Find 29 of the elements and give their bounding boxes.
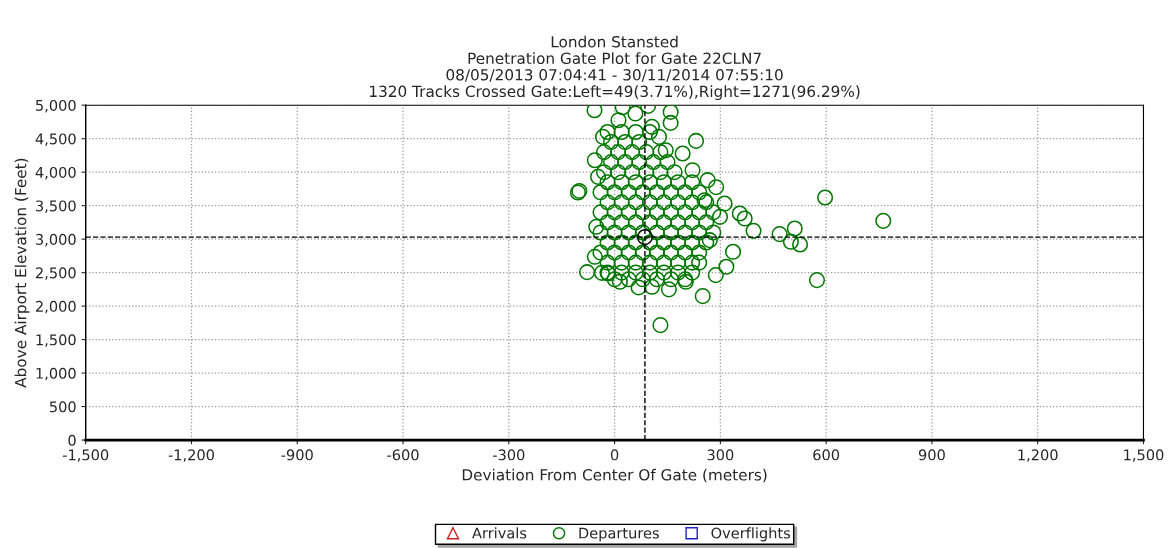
- x-tick-label: 1,200: [1018, 449, 1058, 462]
- chart-title: London Stansted: [551, 35, 678, 48]
- x-tick-label: 0: [610, 449, 619, 461]
- x-tick-label: 300: [707, 449, 734, 461]
- x-tick-label: 900: [918, 449, 945, 461]
- x-tick-label: 1,500: [1124, 449, 1164, 462]
- legend-label: Arrivals: [472, 527, 527, 539]
- y-tick-label: 4,500: [35, 133, 76, 146]
- y-tick-label: 5,000: [36, 99, 76, 113]
- x-tick-label: -900: [281, 449, 313, 461]
- x-tick-label: 600: [813, 449, 840, 461]
- y-tick-label: 3,000: [36, 233, 76, 247]
- x-tick-label: -600: [387, 449, 419, 461]
- x-tick-label: -300: [492, 449, 525, 461]
- y-tick-label: 1,500: [36, 334, 76, 347]
- y-tick-label: 2,000: [35, 300, 76, 314]
- y-axis-title: Above Airport Elevation (Feet): [14, 158, 30, 388]
- chart-subtitle: Penetration Gate Plot for Gate 22CLN7 08/05/2013 07:04:41 - 30/11/2014 07:55:10 1320 Tracks Crossed Gate:Left=49(3.71%),Right=1271(96.29%): [370, 52, 860, 101]
- y-tick-label: 1,000: [36, 367, 76, 381]
- y-tick-label: 4,000: [35, 166, 76, 180]
- legend-label: Departures: [579, 527, 659, 542]
- legend-label: Overflights: [711, 527, 791, 542]
- x-tick-label: -1,200: [168, 449, 215, 462]
- y-tick-label: 3,500: [36, 200, 76, 213]
- x-tick-label: -1,500: [62, 449, 109, 462]
- y-tick-label: 2,500: [35, 267, 76, 280]
- x-axis-title: Deviation From Center Of Gate (meters): [462, 468, 767, 483]
- y-tick-label: 500: [49, 401, 76, 413]
- y-tick-label: 0: [68, 434, 76, 446]
